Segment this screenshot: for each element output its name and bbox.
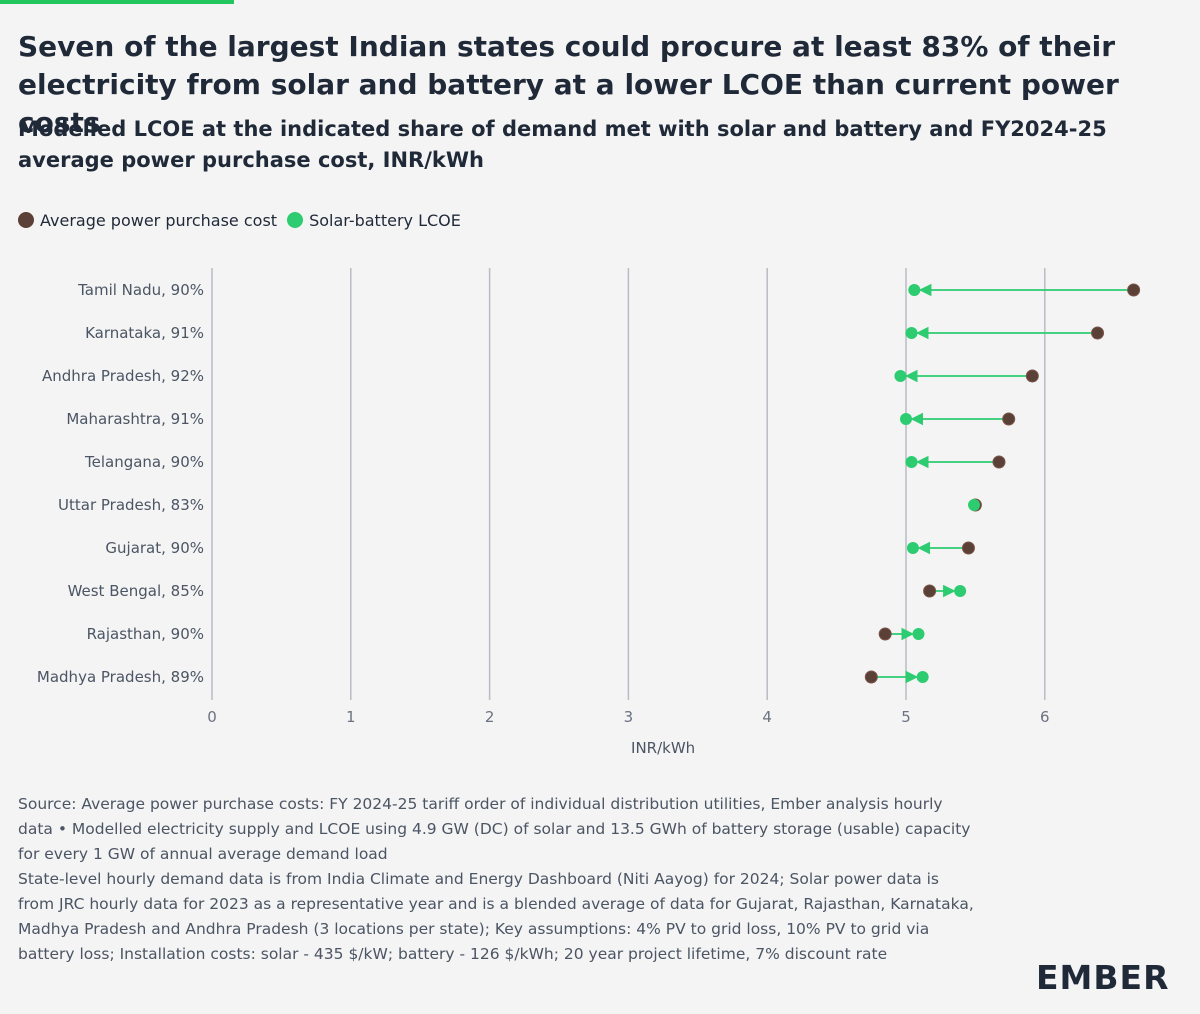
- power-cost-point[interactable]: [992, 455, 1006, 469]
- category-label: Gujarat, 90%: [105, 539, 204, 557]
- power-cost-point[interactable]: [864, 670, 878, 684]
- x-axis-ticks: 0 1 2 3 4 5 6: [207, 708, 1049, 726]
- power-cost-point[interactable]: [1091, 326, 1105, 340]
- lcoe-point[interactable]: [906, 542, 919, 554]
- source-line-2: State-level hourly demand data is from I…: [18, 870, 974, 963]
- category-label: Madhya Pradesh, 89%: [37, 668, 204, 686]
- connectors: [876, 283, 1129, 684]
- power-cost-point[interactable]: [1127, 283, 1141, 297]
- x-tick-label-0: 0: [207, 708, 217, 726]
- category-label: West Bengal, 85%: [68, 582, 204, 600]
- top-accent-bar: [0, 0, 234, 4]
- x-axis-title: INR/kWh: [631, 739, 695, 757]
- legend-item-power-cost[interactable]: Average power purchase cost: [18, 211, 277, 230]
- power-cost-point[interactable]: [923, 584, 937, 598]
- lcoe-point[interactable]: [916, 671, 929, 683]
- legend-label-lcoe: Solar-battery LCOE: [309, 210, 461, 230]
- lcoe-point[interactable]: [912, 628, 925, 640]
- lcoe-point[interactable]: [894, 370, 907, 382]
- lcoe-point[interactable]: [905, 456, 918, 468]
- power-cost-point[interactable]: [878, 627, 892, 641]
- source-line-1: Source: Average power purchase costs: FY…: [18, 795, 971, 863]
- legend-label-power-cost: Average power purchase cost: [40, 210, 278, 230]
- power-cost-point[interactable]: [1002, 412, 1016, 426]
- x-tick-label-5: 5: [901, 708, 911, 726]
- x-tick-label-3: 3: [624, 708, 634, 726]
- category-label: Maharashtra, 91%: [66, 410, 204, 428]
- x-tick-label-1: 1: [346, 708, 356, 726]
- chart-subtitle: Modelled LCOE at the indicated share of …: [18, 117, 1107, 172]
- data-points: [864, 283, 1141, 684]
- ember-logo: EMBER: [1036, 958, 1170, 997]
- lcoe-point[interactable]: [954, 585, 967, 597]
- legend-dot-power-cost: [18, 212, 34, 228]
- category-label: Telangana, 90%: [84, 453, 204, 471]
- dumbbell-chart: Tamil Nadu, 90% Karnataka, 91% Andhra Prad…: [37, 268, 1141, 757]
- power-cost-point[interactable]: [961, 541, 975, 555]
- lcoe-point[interactable]: [908, 284, 921, 296]
- lcoe-point[interactable]: [900, 413, 912, 425]
- category-label: Karnataka, 91%: [85, 324, 204, 342]
- chart-title: Seven of the largest Indian states could…: [18, 30, 1119, 139]
- legend-item-lcoe[interactable]: Solar-battery LCOE: [287, 211, 461, 230]
- lcoe-point[interactable]: [968, 499, 981, 511]
- x-tick-label-6: 6: [1040, 708, 1050, 726]
- legend-dot-lcoe: [287, 212, 304, 228]
- category-label: Rajasthan, 90%: [87, 625, 204, 643]
- x-tick-label-4: 4: [762, 708, 772, 726]
- legend: Average power purchase cost Solar-batter…: [18, 208, 471, 232]
- category-labels: Tamil Nadu, 90% Karnataka, 91% Andhra Prad…: [37, 281, 204, 686]
- power-cost-point[interactable]: [1025, 369, 1039, 383]
- x-tick-label-2: 2: [485, 708, 495, 726]
- lcoe-point[interactable]: [905, 327, 918, 339]
- source-notes: Source: Average power purchase costs: FY…: [18, 792, 978, 967]
- category-label: Andhra Pradesh, 92%: [42, 367, 204, 385]
- category-label: Tamil Nadu, 90%: [77, 281, 204, 299]
- category-label: Uttar Pradesh, 83%: [58, 496, 204, 514]
